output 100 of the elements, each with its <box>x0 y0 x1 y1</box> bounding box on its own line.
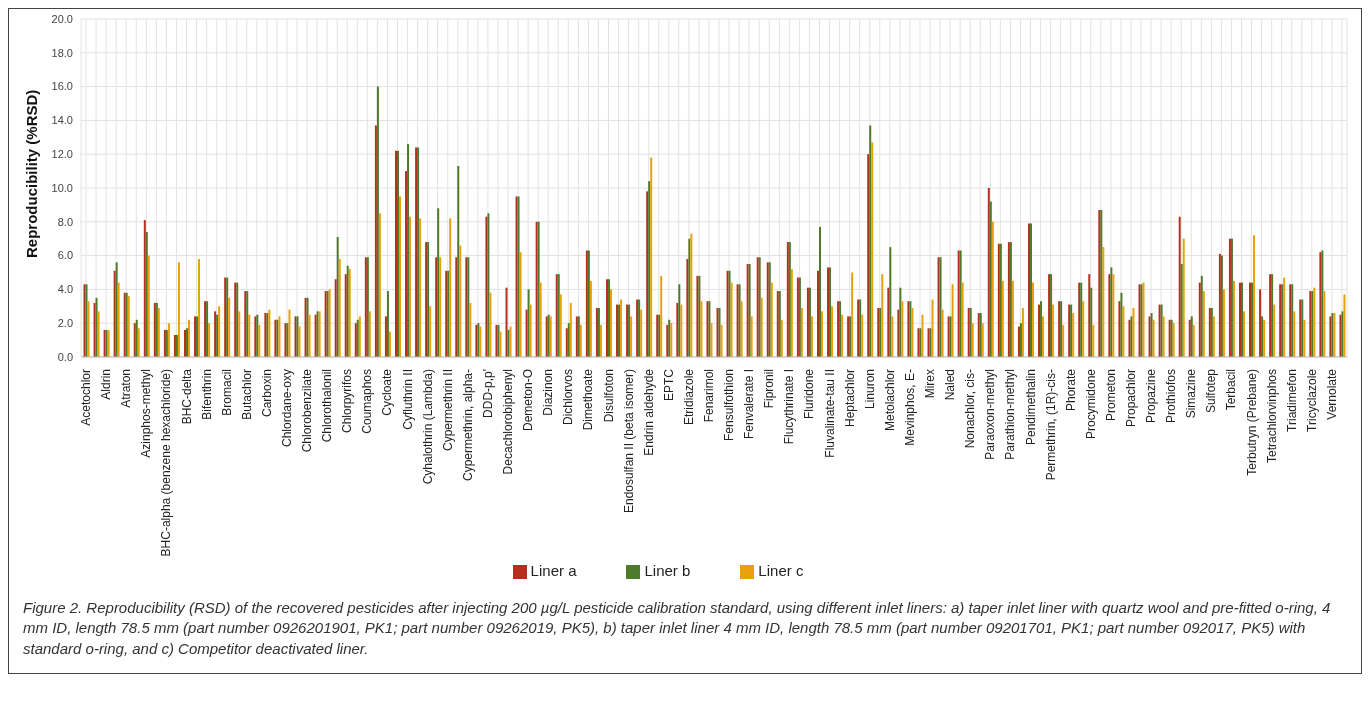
x-tick-label: Coumaphos <box>360 368 375 434</box>
bar <box>1202 291 1205 357</box>
bar <box>887 287 890 357</box>
bar <box>346 265 349 357</box>
y-tick-label: 2.0 <box>57 317 73 330</box>
x-tick-label: Triadimefon <box>1284 368 1299 432</box>
bar <box>609 289 612 357</box>
bar <box>238 311 241 357</box>
bar <box>1118 301 1121 357</box>
x-tick-label: Endrin aldehyde <box>641 368 656 456</box>
x-tick-label: Propazine <box>1144 368 1159 424</box>
bar <box>987 187 990 357</box>
bar <box>376 86 379 357</box>
x-tick-label: Parathion-methyl <box>1003 368 1018 460</box>
bar <box>810 316 813 357</box>
bar <box>569 302 572 357</box>
bar <box>398 196 401 357</box>
bar <box>1180 264 1183 357</box>
x-tick-label: Cyhalothrin (Lambda) <box>420 368 435 485</box>
bar <box>899 287 902 357</box>
bar <box>439 257 442 357</box>
bar <box>800 307 803 357</box>
x-tick-label: BHC-alpha (benzene hexachloride) <box>159 368 174 557</box>
x-tick-label: Pendimethalin <box>1023 368 1038 446</box>
bar <box>881 274 884 357</box>
bar <box>818 226 821 357</box>
bar <box>457 166 460 357</box>
bar <box>113 270 116 357</box>
bar <box>429 306 432 357</box>
bar <box>419 218 422 357</box>
bar <box>258 324 261 357</box>
bar <box>539 282 542 357</box>
bar <box>1088 274 1091 357</box>
x-tick-label: Naled <box>943 368 958 401</box>
bar <box>407 144 410 357</box>
x-tick-label: Carboxin <box>259 368 274 417</box>
bar <box>710 323 713 357</box>
bar <box>730 282 733 357</box>
bar <box>145 231 148 357</box>
bar <box>1283 277 1286 357</box>
x-tick-label: Heptachlor <box>842 368 857 427</box>
x-tick-label: Aldrin <box>99 368 114 400</box>
bar <box>93 302 96 357</box>
bar <box>218 306 221 357</box>
y-tick-label: 10.0 <box>51 181 73 194</box>
bar <box>941 309 944 357</box>
bar <box>1152 319 1155 357</box>
x-tick-label: Etridiazole <box>681 368 696 425</box>
bar <box>780 319 783 357</box>
bar <box>449 218 452 357</box>
bar <box>897 309 900 357</box>
x-tick-label: Dimethoate <box>581 368 596 431</box>
bar <box>97 311 100 357</box>
x-tick-label: Simazine <box>1184 368 1199 419</box>
x-tick-label: Nonachlor, cis- <box>963 368 978 449</box>
bar <box>344 274 347 357</box>
x-tick-label: Fenvalerate I <box>742 368 757 440</box>
bar <box>565 328 568 357</box>
x-tick-label: Bifenthrin <box>199 368 214 420</box>
bar <box>1303 319 1306 357</box>
bar <box>1253 235 1256 357</box>
bar <box>867 154 870 357</box>
x-tick-label: Mevinphos, E- <box>902 368 917 446</box>
bar <box>384 316 387 357</box>
bar <box>133 323 136 357</box>
bar <box>676 302 679 357</box>
bar <box>620 299 623 357</box>
x-tick-label: Diazinon <box>541 368 556 416</box>
caption: Figure 2. Reproducibility (RSD) of the recovered pesticides after injecting 200 µg/L pesticide calibration standard, using different inlet liners: a) taper inlet liner with quartz wool and pre-fitted o-ring, 4 mm ID, length 78.5 mm (part number 0926201901, PK1; part number 09262019, PK5), b) taper inlet liner 4 mm ID, length 78.5 mm (part number 09201701, PK1; part number 092017, PK5) with standard o-ring, and c) Competitor deactivated liner. <box>22 598 1332 659</box>
bar <box>338 258 341 357</box>
bar <box>1092 324 1095 357</box>
x-tick-label: Demeton-O <box>521 368 536 431</box>
x-tick-label: Prometon <box>1103 368 1118 421</box>
bar <box>660 275 663 357</box>
bar <box>1072 313 1075 357</box>
bar <box>901 301 904 357</box>
x-tick-label: Fluvalinate-tau II <box>822 368 837 458</box>
bar <box>288 309 291 357</box>
bar <box>971 323 974 357</box>
bar <box>378 213 381 357</box>
bar <box>1192 324 1195 357</box>
bar <box>1102 247 1105 357</box>
bar <box>579 324 582 357</box>
bar <box>354 323 357 357</box>
bar <box>499 331 502 357</box>
bar <box>931 299 934 357</box>
bar <box>686 258 689 357</box>
bar <box>841 314 844 357</box>
bar <box>95 297 98 357</box>
bar <box>1110 267 1113 357</box>
bar <box>519 252 522 357</box>
bar <box>1132 307 1135 357</box>
y-axis-title: Reproducibility (%RSD) <box>23 89 41 258</box>
bar <box>374 125 377 357</box>
bar <box>820 311 823 357</box>
x-tick-label: Azinphos-methyl <box>139 368 154 458</box>
bar <box>690 233 693 357</box>
bar <box>1222 289 1225 357</box>
y-tick-label: 14.0 <box>51 114 73 127</box>
bar <box>981 323 984 357</box>
